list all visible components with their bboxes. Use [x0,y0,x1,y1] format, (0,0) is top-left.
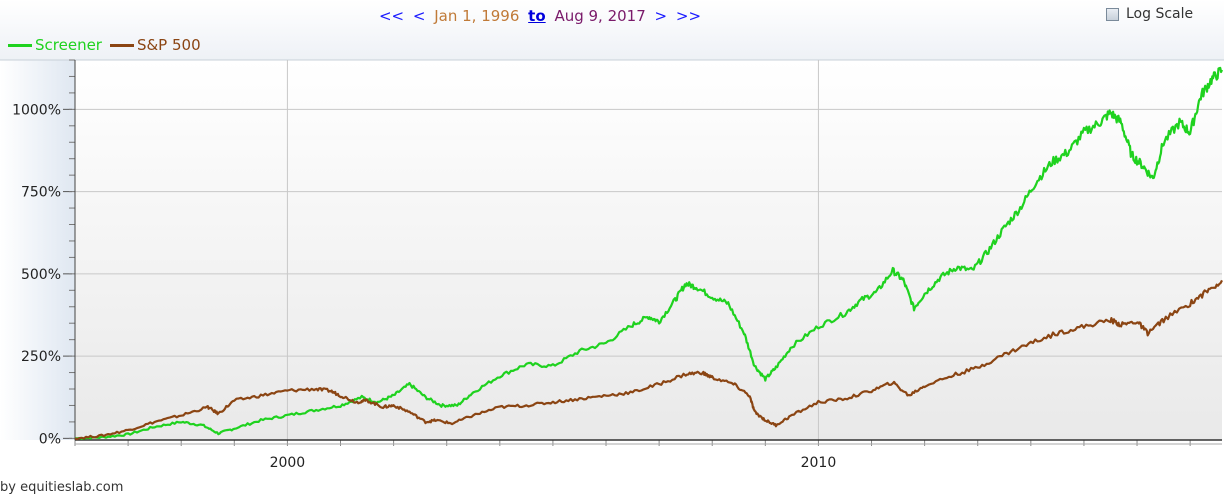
credit-text: by equitieslab.com [0,480,124,495]
y-tick-label: 250% [21,349,61,365]
end-date[interactable]: Aug 9, 2017 [554,7,646,25]
date-range-navigator: << < Jan 1, 1996 to Aug 9, 2017 > >> [0,7,1080,25]
log-scale-checkbox[interactable] [1106,7,1119,21]
chart-legend: Screener S&P 500 [8,36,209,54]
y-tick-label: 0% [39,431,61,447]
next-range-button[interactable]: > [654,7,668,25]
date-to-link[interactable]: to [528,7,546,25]
x-tick-label: 2000 [270,455,306,471]
legend-swatch [109,43,134,47]
y-tick-label: 1000% [12,102,61,118]
y-tick-label: 500% [21,267,61,283]
x-tick-label: 2010 [801,455,837,471]
legend-item-screener[interactable]: Screener [8,36,102,54]
legend-label: Screener [35,36,102,54]
legend-swatch [8,43,32,47]
first-range-button[interactable]: << [378,7,405,25]
performance-chart: 0% 250% 500% 750% 1000% 2000 2010 [0,59,1224,471]
chart-header: << < Jan 1, 1996 to Aug 9, 2017 > >> Log… [0,0,1224,60]
y-axis-panel [0,60,75,440]
y-tick-label: 750% [21,185,61,201]
plot-area [75,60,1222,440]
legend-item-sp500[interactable]: S&P 500 [109,36,201,54]
previous-range-button[interactable]: < [412,7,426,25]
screener-line [74,66,1224,440]
legend-label: S&P 500 [136,36,201,54]
log-scale-label: Log Scale [1126,6,1194,22]
start-date[interactable]: Jan 1, 1996 [434,7,520,25]
log-scale-toggle[interactable]: Log Scale [1106,6,1193,22]
last-range-button[interactable]: >> [675,7,702,25]
sp500-line [74,279,1223,441]
